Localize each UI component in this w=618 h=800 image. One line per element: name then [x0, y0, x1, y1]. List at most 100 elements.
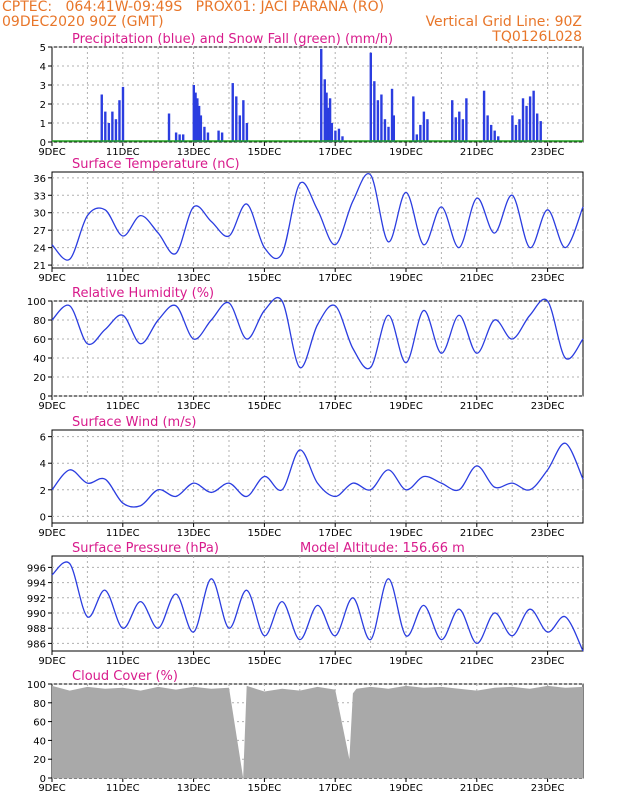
- precip-bar: [323, 79, 326, 142]
- header-date: 09DEC2020 90Z (GMT): [2, 14, 164, 30]
- y-tick-label: 24: [33, 244, 46, 255]
- precip-bar: [192, 85, 195, 142]
- precip-bar: [199, 115, 203, 142]
- x-tick-label: 9DEC: [38, 147, 65, 158]
- precip-bar: [489, 124, 493, 142]
- y-tick-label: 0: [40, 392, 46, 403]
- y-tick-label: 0: [40, 138, 46, 149]
- precip-bar: [238, 115, 242, 142]
- precip-bar: [387, 126, 390, 142]
- precip-bar: [528, 96, 532, 142]
- y-tick-label: 30: [33, 209, 46, 220]
- precip-bar: [320, 48, 323, 142]
- precip-bar: [107, 123, 111, 142]
- y-tick-label: 2: [40, 486, 46, 497]
- x-tick-label: 19DEC: [389, 273, 423, 284]
- y-tick-label: 100: [27, 680, 46, 691]
- x-tick-label: 19DEC: [389, 783, 423, 794]
- precip-bar: [518, 119, 521, 142]
- y-tick-label: 60: [33, 335, 46, 346]
- x-tick-label: 21DEC: [460, 147, 494, 158]
- precip-bar: [330, 123, 334, 142]
- panel-2: [48, 296, 584, 400]
- y-tick-label: 0: [40, 512, 46, 523]
- precip-bar: [392, 115, 396, 142]
- y-tick-label: 990: [27, 609, 46, 620]
- x-tick-label: 19DEC: [389, 147, 423, 158]
- panel-frame: [51, 171, 584, 269]
- y-tick-label: 36: [33, 174, 46, 185]
- precip-bar: [341, 136, 344, 142]
- precip-bar: [121, 86, 125, 142]
- panel-title: Surface Temperature (nC): [72, 157, 240, 172]
- x-tick-label: 21DEC: [460, 783, 494, 794]
- precip-bar: [426, 119, 429, 142]
- precip-bar: [178, 134, 181, 142]
- x-tick-label: 15DEC: [248, 528, 282, 539]
- panel-title: Relative Humidity (%): [72, 286, 214, 301]
- y-tick-label: 5: [40, 43, 46, 54]
- precip-bar: [461, 119, 465, 142]
- x-tick-label: 13DEC: [177, 528, 211, 539]
- header-line1: CPTEC: 064:41W-09:49S PROX01: JACI PARAN…: [2, 0, 385, 15]
- series-line: [51, 172, 584, 261]
- precip-bar: [181, 134, 185, 142]
- precip-bar: [206, 132, 210, 142]
- precip-bar: [220, 132, 224, 142]
- precip-bar: [415, 134, 419, 142]
- precip-bar: [514, 124, 518, 142]
- x-tick-label: 9DEC: [38, 783, 65, 794]
- y-tick-label: 80: [33, 316, 46, 327]
- precip-bar: [203, 126, 206, 142]
- y-tick-label: 6: [40, 433, 46, 444]
- x-tick-label: 17DEC: [318, 147, 352, 158]
- precip-bar: [486, 115, 489, 142]
- x-tick-label: 13DEC: [177, 273, 211, 284]
- y-tick-label: 80: [33, 699, 46, 710]
- x-tick-label: 17DEC: [318, 656, 352, 667]
- x-tick-label: 15DEC: [248, 401, 282, 412]
- precip-bar: [419, 124, 422, 142]
- precip-bar: [194, 92, 197, 142]
- x-tick-label: 11DEC: [106, 656, 140, 667]
- precip-bar: [334, 130, 337, 142]
- y-tick-label: 1: [40, 119, 46, 130]
- precip-bar: [328, 98, 332, 142]
- panel-title: Surface Wind (m/s): [72, 415, 196, 430]
- precip-bar: [497, 136, 500, 142]
- x-tick-label: 9DEC: [38, 401, 65, 412]
- x-tick-label: 23DEC: [531, 147, 565, 158]
- x-tick-label: 23DEC: [531, 273, 565, 284]
- precip-bar: [454, 117, 457, 142]
- y-tick-label: 40: [33, 736, 46, 747]
- x-tick-label: 21DEC: [460, 273, 494, 284]
- precip-bar: [493, 130, 496, 142]
- precip-bar: [383, 119, 387, 142]
- precip-bar: [369, 52, 372, 143]
- precip-bar: [114, 119, 118, 142]
- x-tick-label: 15DEC: [248, 783, 282, 794]
- panel-1: [48, 171, 584, 272]
- x-tick-label: 9DEC: [38, 656, 65, 667]
- x-tick-label: 19DEC: [389, 656, 423, 667]
- precip-bar: [231, 83, 234, 142]
- panel-subtitle: Model Altitude: 156.66 m: [300, 541, 465, 556]
- x-tick-label: 17DEC: [318, 273, 352, 284]
- x-tick-label: 15DEC: [248, 273, 282, 284]
- y-tick-label: 40: [33, 354, 46, 365]
- x-tick-label: 11DEC: [106, 528, 140, 539]
- precip-bar: [451, 100, 454, 142]
- x-tick-label: 9DEC: [38, 528, 65, 539]
- precip-bar: [376, 100, 380, 142]
- y-tick-label: 996: [27, 563, 46, 574]
- precip-bar: [482, 90, 486, 142]
- y-tick-label: 0: [40, 774, 46, 785]
- cloud-area: [52, 685, 583, 778]
- panel-frame: [51, 555, 584, 652]
- y-tick-label: 4: [40, 459, 46, 470]
- precip-bar: [242, 100, 245, 142]
- panel-title: Cloud Cover (%): [72, 669, 178, 684]
- precip-bar: [196, 98, 199, 142]
- panel-4: [48, 555, 584, 655]
